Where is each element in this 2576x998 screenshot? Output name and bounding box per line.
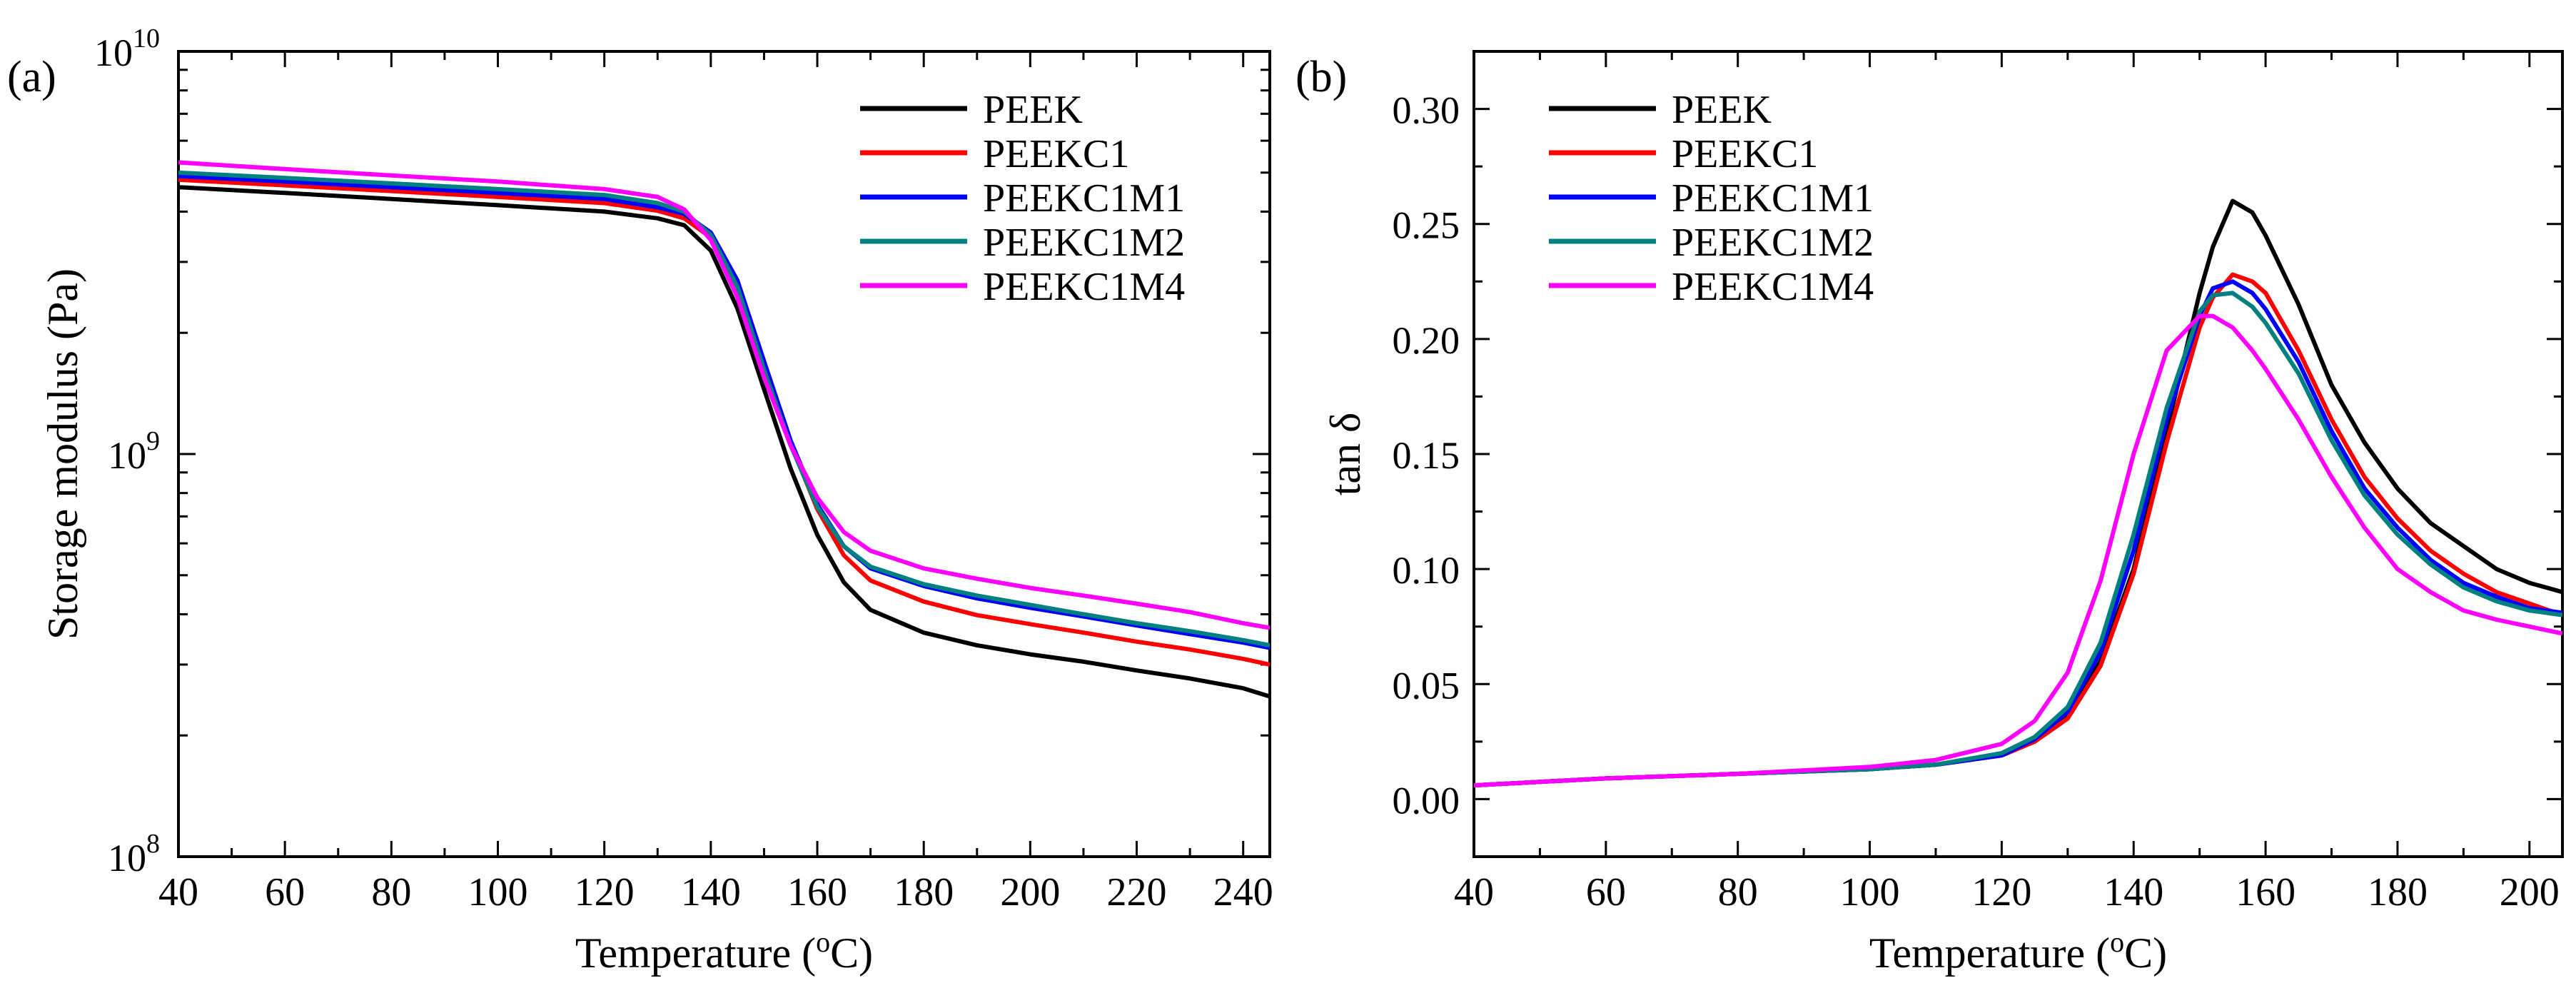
legend-label: PEEKC1M1 — [983, 176, 1185, 221]
legend-label: PEEKC1M2 — [1672, 221, 1874, 265]
x-tick-label: 120 — [575, 870, 635, 914]
legend-label: PEEKC1M4 — [983, 265, 1185, 309]
x-tick-label: 80 — [371, 870, 411, 914]
legend-label: PEEKC1M2 — [983, 221, 1185, 265]
y-axis-title: tan δ — [1322, 413, 1369, 496]
y-tick-label: 0.10 — [1393, 549, 1460, 592]
plot-frame — [1473, 50, 2564, 858]
x-axis-title: Temperature (oC) — [575, 926, 873, 977]
x-tick-label: 200 — [1000, 870, 1060, 914]
x-tick-label: 120 — [1971, 870, 2031, 914]
y-tick-label: 0.15 — [1393, 434, 1460, 477]
legend-label: PEEKC1M4 — [1672, 265, 1874, 309]
y-tick-label: 0.00 — [1393, 779, 1460, 822]
x-tick-label: 240 — [1213, 870, 1273, 914]
x-axis-title: Temperature (oC) — [1869, 926, 2167, 977]
x-tick-label: 140 — [2103, 870, 2163, 914]
series-group — [178, 160, 1270, 699]
legend-label: PEEK — [983, 88, 1083, 132]
y-tick-label: 0.30 — [1393, 89, 1460, 132]
legend-label: PEEKC1M1 — [1672, 176, 1874, 221]
x-tick-label: 220 — [1107, 870, 1167, 914]
y-tick-label: 109 — [108, 426, 160, 477]
panel-a-storage-modulus: 40 60 80 100 120 140 160 180 200 220 240 108 109 1010… — [7, 24, 1273, 977]
y-tick-label: 1010 — [94, 24, 160, 74]
y-tick-label: 108 — [108, 829, 160, 879]
x-tick-label: 200 — [2500, 870, 2560, 914]
x-tick-label: 160 — [2236, 870, 2295, 914]
panel-b-tan-delta: 40 60 80 100 120 140 160 180 200 0.00 0.05 0.10 0.15… — [1295, 50, 2564, 977]
series-group — [1474, 198, 2562, 788]
y-axis-title: Storage modulus (Pa) — [39, 268, 86, 640]
x-tick-label: 140 — [681, 870, 741, 914]
panel-label: (b) — [1295, 53, 1347, 101]
series-line-peek — [178, 185, 1270, 699]
legend-label: PEEKC1 — [1672, 132, 1818, 176]
series-line-peekc1m4 — [178, 160, 1270, 630]
legend-label: PEEK — [1672, 88, 1772, 132]
series-line-peekc1m4 — [1474, 313, 2562, 788]
x-tick-label: 180 — [2368, 870, 2428, 914]
series-line-peek — [1474, 198, 2562, 788]
y-tick-label: 0.05 — [1393, 664, 1460, 707]
y-tick-label: 0.25 — [1393, 204, 1460, 247]
x-tick-label: 160 — [787, 870, 847, 914]
x-tick-label: 100 — [1840, 870, 1900, 914]
x-tick-label: 60 — [1586, 870, 1626, 914]
panel-label: (a) — [7, 53, 56, 101]
x-tick-label: 60 — [265, 870, 305, 914]
series-line-peekc1m2 — [1474, 291, 2562, 788]
y-tick-label: 0.20 — [1393, 319, 1460, 362]
x-tick-label: 40 — [158, 870, 198, 914]
x-tick-label: 180 — [894, 870, 954, 914]
x-tick-label: 80 — [1718, 870, 1758, 914]
x-tick-label: 40 — [1454, 870, 1494, 914]
x-tick-label: 100 — [468, 870, 528, 914]
legend-label: PEEKC1 — [983, 132, 1129, 176]
